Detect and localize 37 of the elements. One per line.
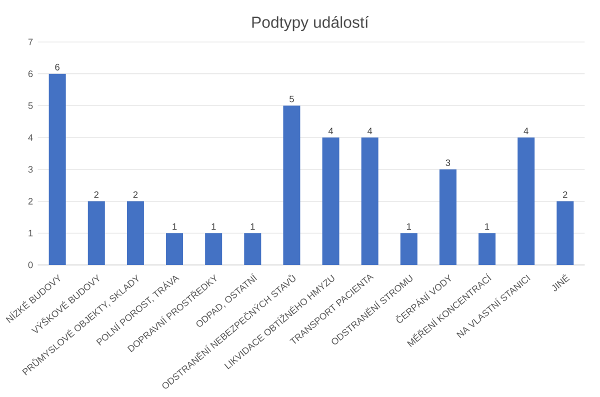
data-label: 2 [94, 191, 99, 198]
bar [205, 233, 222, 266]
data-label: 1 [212, 223, 216, 230]
data-label: 6 [55, 64, 60, 71]
data-label: 2 [133, 191, 138, 198]
chart-title: Podtypy událostí [252, 16, 369, 32]
y-tick-label: 2 [28, 198, 33, 205]
data-label: 1 [172, 223, 177, 230]
bar [439, 169, 456, 266]
bar [322, 138, 340, 266]
bar [400, 233, 418, 266]
bar [48, 74, 66, 266]
y-tick-label: 0 [28, 262, 33, 268]
y-tick-label: 6 [28, 70, 33, 78]
bar [88, 201, 105, 266]
data-label: 1 [485, 223, 490, 230]
bar [166, 233, 184, 266]
bar [283, 106, 300, 266]
bar [556, 201, 574, 266]
data-label: 3 [446, 160, 450, 166]
data-label: 1 [407, 223, 412, 230]
bar [518, 138, 535, 266]
bar [126, 201, 144, 266]
y-tick-label: 4 [28, 134, 33, 141]
data-label: 4 [328, 128, 334, 134]
y-tick-label: 7 [28, 38, 33, 46]
bar [478, 233, 496, 266]
data-label: 2 [563, 191, 568, 198]
bar [361, 138, 378, 266]
data-label: 4 [367, 128, 372, 134]
bar [244, 233, 262, 266]
data-label: 4 [524, 128, 528, 134]
data-label: 1 [250, 223, 255, 230]
data-label: 5 [290, 96, 294, 102]
y-tick-label: 3 [28, 166, 33, 173]
y-tick-label: 1 [28, 230, 33, 236]
y-tick-label: 5 [28, 102, 33, 109]
